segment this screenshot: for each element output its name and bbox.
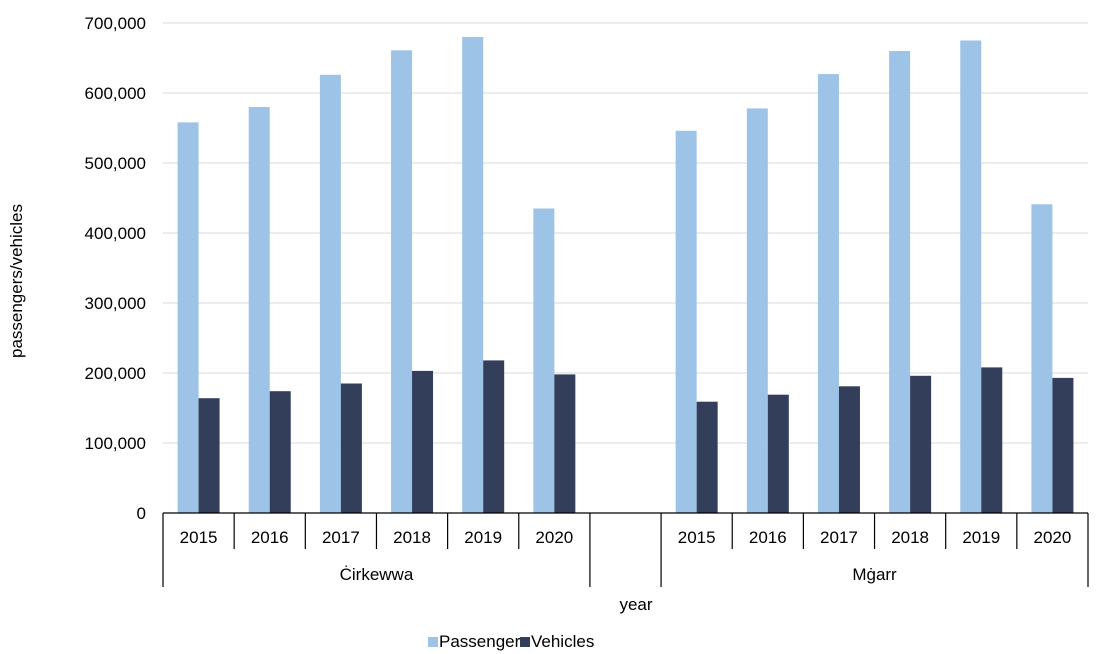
bar-passengers xyxy=(960,40,982,513)
bar-passengers xyxy=(319,74,341,514)
bar-passengers xyxy=(889,51,911,513)
x-tick-label: 2019 xyxy=(464,528,502,547)
bar-passengers xyxy=(746,108,768,514)
x-tick-label: 2019 xyxy=(962,528,1000,547)
x-tick-label: 2018 xyxy=(891,528,929,547)
bar-vehicles xyxy=(981,367,1003,513)
bar-vehicles xyxy=(1052,377,1074,513)
bar-vehicles xyxy=(554,374,576,513)
y-tick-label: 500,000 xyxy=(85,154,146,173)
bar-passengers xyxy=(817,74,839,513)
x-axis: 2015 2016 2017 2018 2019 2020 2015 2016 2017 2018… xyxy=(162,512,1089,587)
y-tick-label: 600,000 xyxy=(85,84,146,103)
y-tick-label: 100,000 xyxy=(85,434,146,453)
bar-vehicles xyxy=(910,375,932,513)
y-tick-label: 400,000 xyxy=(85,224,146,243)
x-tick-label: 2020 xyxy=(1034,528,1072,547)
bar-vehicles xyxy=(269,391,291,513)
x-tick-label: 2015 xyxy=(678,528,716,547)
legend-swatch-passengers xyxy=(428,637,438,647)
bar-passengers xyxy=(391,50,413,514)
legend-label-passengers: Passengers xyxy=(439,632,529,651)
y-tick-label: 200,000 xyxy=(85,364,146,383)
bars xyxy=(177,37,1074,514)
x-tick-label: 2016 xyxy=(749,528,787,547)
x-tick-label: 2018 xyxy=(393,528,431,547)
bar-passengers xyxy=(248,107,270,513)
bar-vehicles xyxy=(483,360,505,513)
legend: Passengers Vehicles xyxy=(428,632,594,651)
bar-vehicles xyxy=(767,394,789,513)
x-axis-title: year xyxy=(619,595,652,614)
gridlines xyxy=(163,22,1088,444)
bar-passengers xyxy=(462,37,484,513)
y-tick-label: 300,000 xyxy=(85,294,146,313)
bar-vehicles xyxy=(838,386,860,513)
y-axis-title: passengers/vehicles xyxy=(7,204,26,358)
bar-vehicles xyxy=(412,370,434,513)
x-group-label: Ċirkewwa xyxy=(340,564,414,584)
legend-swatch-vehicles xyxy=(520,637,530,647)
bar-passengers xyxy=(177,122,199,514)
bar-vehicles xyxy=(198,398,220,513)
bar-vehicles xyxy=(340,383,362,513)
x-tick-label: 2017 xyxy=(322,528,360,547)
x-tick-label: 2016 xyxy=(251,528,289,547)
x-tick-label: 2020 xyxy=(535,528,573,547)
bar-vehicles xyxy=(696,401,718,513)
y-axis: 0 100,000 200,000 300,000 400,000 500,000 600,… xyxy=(85,14,146,523)
x-tick-label: 2017 xyxy=(820,528,858,547)
bar-passengers xyxy=(675,130,697,514)
y-tick-label: 700,000 xyxy=(85,14,146,33)
legend-label-vehicles: Vehicles xyxy=(531,632,594,651)
bar-passengers xyxy=(1031,204,1053,514)
x-tick-label: 2015 xyxy=(180,528,218,547)
bar-passengers xyxy=(533,208,555,513)
y-tick-label: 0 xyxy=(137,504,146,523)
x-group-label: Mġarr xyxy=(852,565,897,584)
